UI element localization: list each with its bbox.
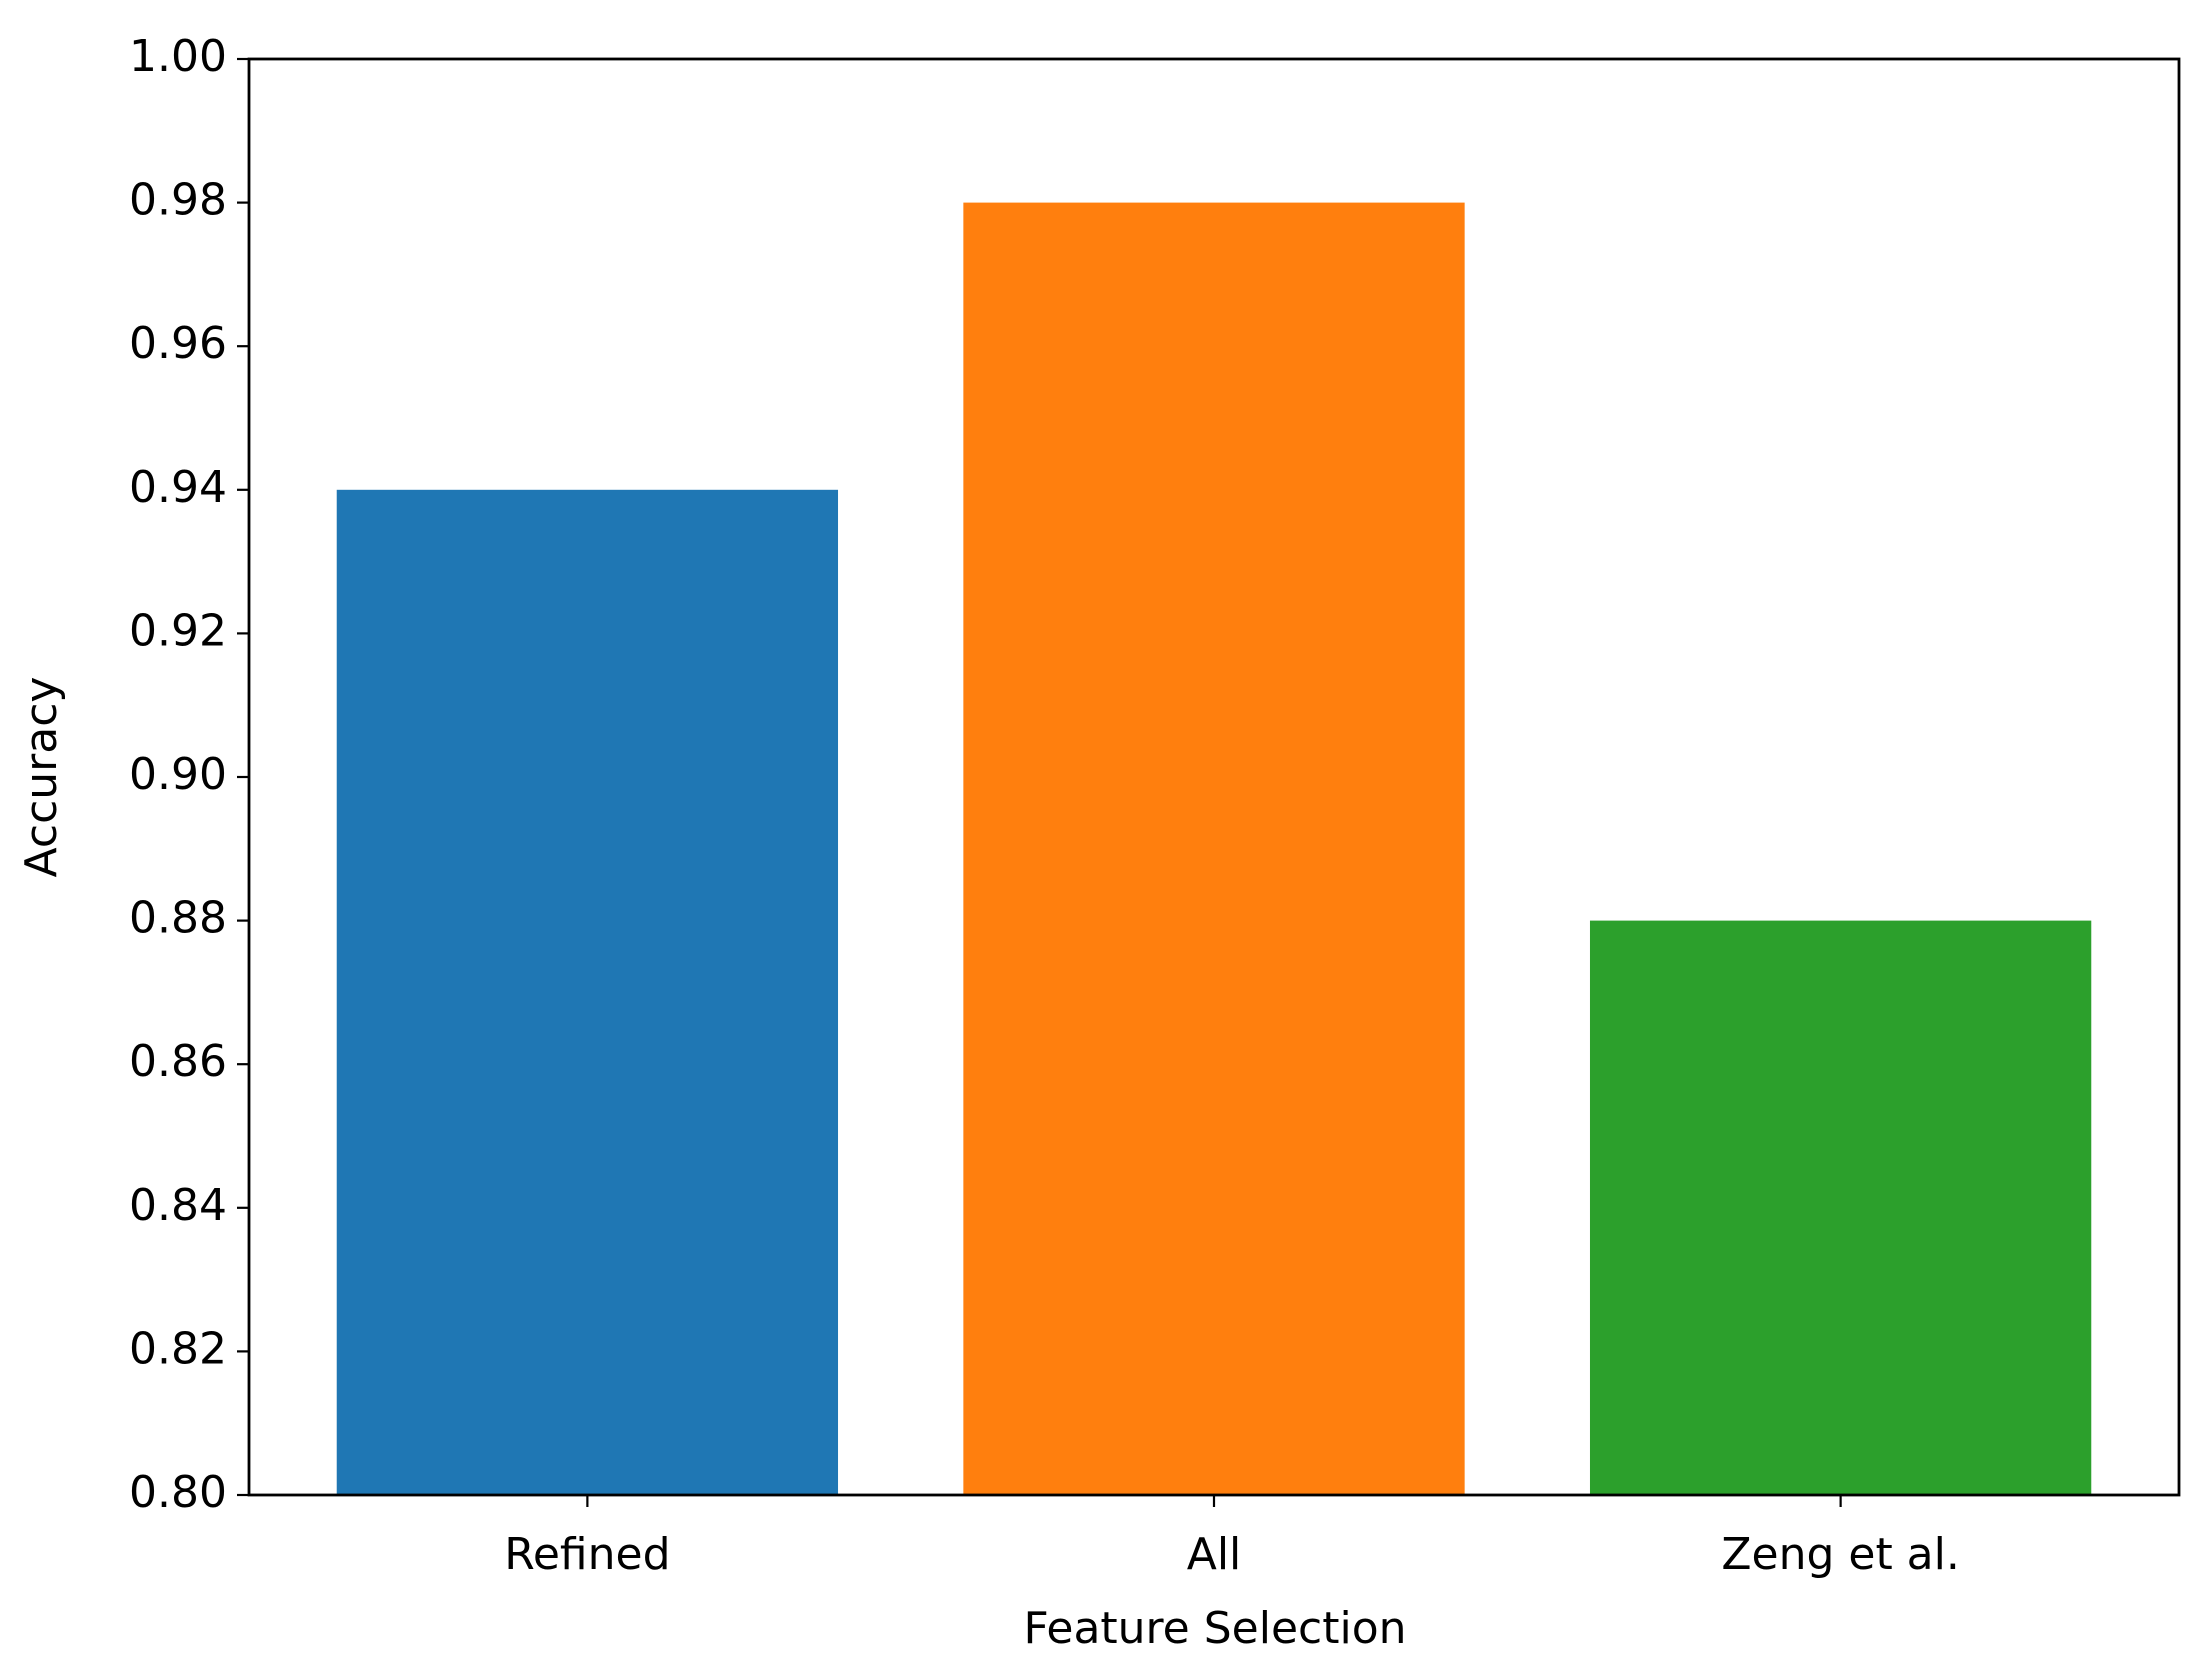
y-tick-label: 0.80: [129, 1467, 227, 1518]
y-tick-label: 0.92: [129, 605, 227, 656]
y-tick-label: 0.86: [129, 1036, 227, 1087]
bar: [1589, 920, 2092, 1495]
y-tick-label: 0.88: [129, 893, 227, 944]
y-tick-label: 0.96: [129, 318, 227, 369]
y-tick-label: 0.94: [129, 462, 227, 513]
y-tick-label: 0.90: [129, 749, 227, 800]
x-axis-label: Feature Selection: [1023, 1603, 1406, 1654]
x-tick-label: Zeng et al.: [1721, 1529, 1960, 1580]
y-tick-label: 0.82: [129, 1323, 227, 1374]
y-tick-label: 0.98: [129, 175, 227, 226]
bar: [963, 202, 1465, 1496]
y-tick-label: 0.84: [129, 1180, 227, 1231]
plot-frame: [247, 57, 2181, 1497]
y-tick-label: 1.00: [129, 31, 227, 82]
x-tick-label: All: [1187, 1529, 1242, 1580]
x-tick-label: Refined: [504, 1529, 670, 1580]
y-axis-label: Accuracy: [16, 677, 67, 878]
bar: [336, 489, 839, 1495]
